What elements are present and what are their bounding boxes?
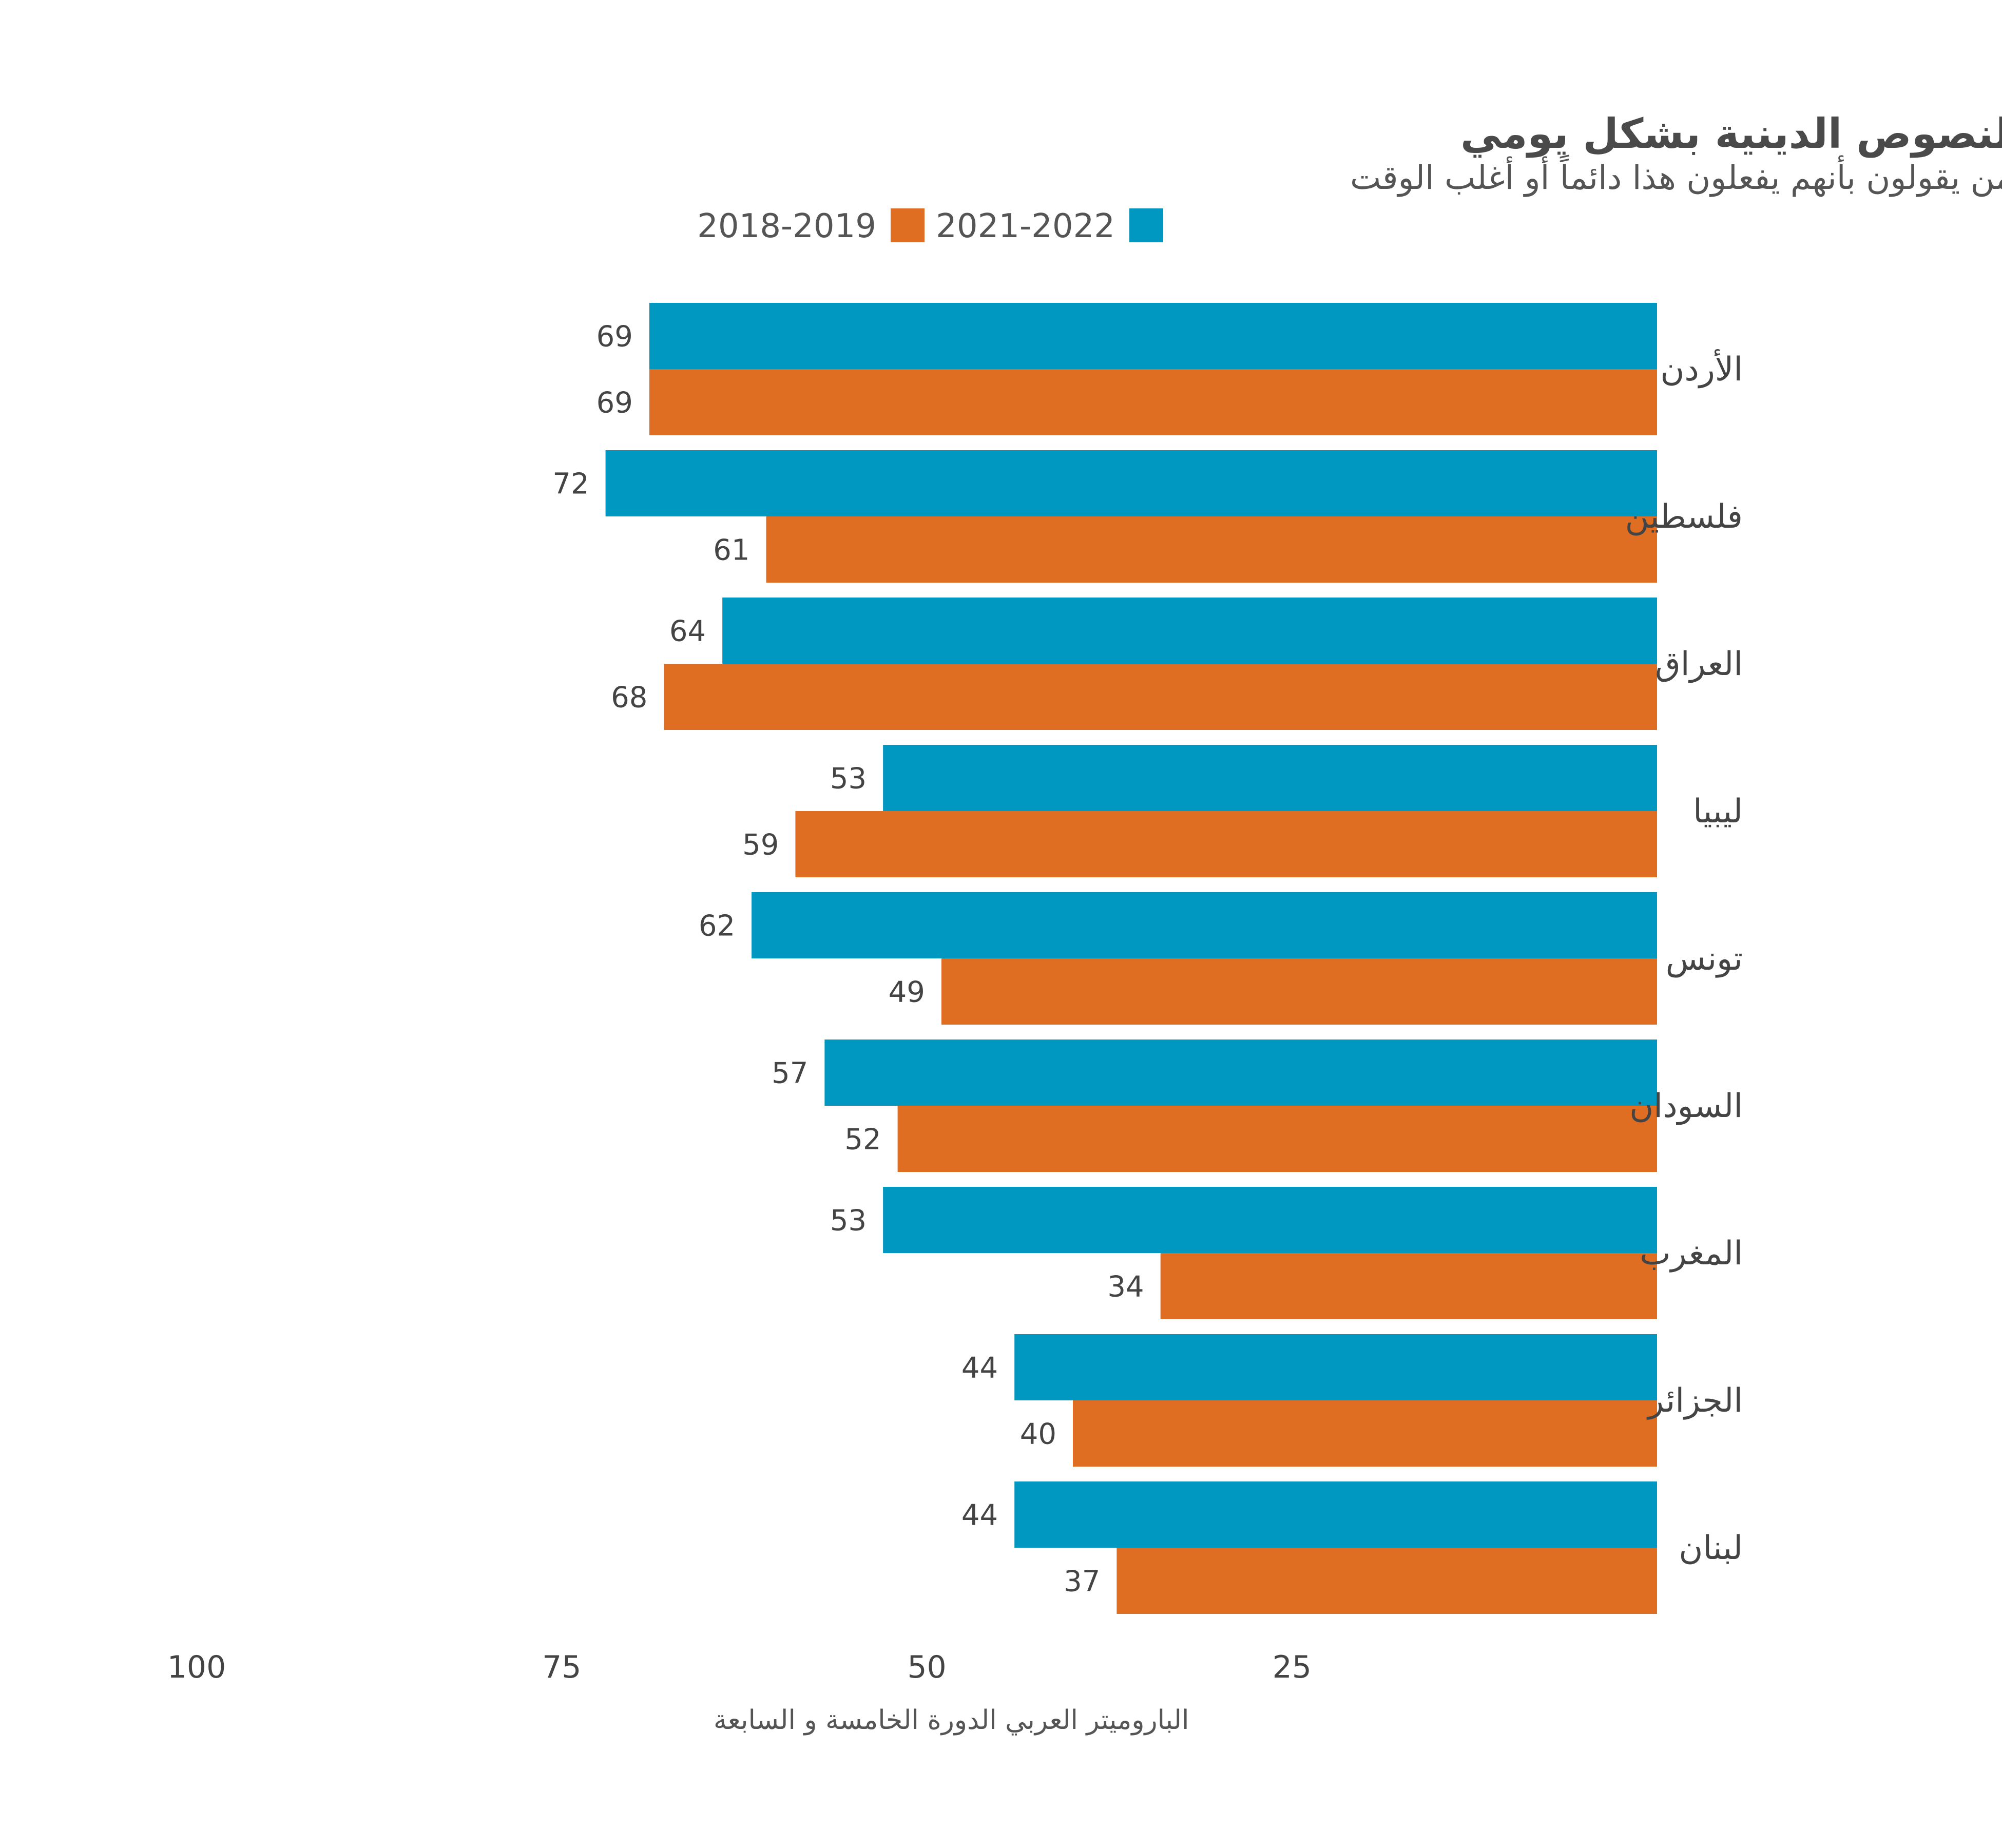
bar-2018-2019-2 [766,516,1657,583]
value-label-2018-2019-9: 37 [1064,1565,1100,1599]
value-label-2021-2022-5: 62 [699,910,735,943]
category-label-8: الجزائر [1646,1382,1743,1420]
value-label-2018-2019-5: 49 [889,976,925,1009]
x-tick-label-100: 100 [167,1649,226,1685]
bar-2018-2019-4 [795,811,1657,877]
value-label-2018-2019-7: 34 [1107,1270,1144,1304]
category-label-1: الأردن [1660,349,1743,389]
legend-label-2018-2019: 2018-2019 [697,207,876,245]
bar-2021-2022-7 [883,1187,1657,1253]
chart-subtitle: من يقولون بأنهم يفعلون هذا دائماً أو أغل… [1350,155,2002,197]
x-axis-ticks: 100 75 50 25 [167,1649,1312,1685]
category-label-7: المغرب [1640,1235,1743,1273]
bar-2018-2019-1 [649,369,1657,435]
x-tick-label-25: 25 [1273,1649,1312,1685]
bar-2021-2022-9 [1014,1481,1657,1548]
bar-2018-2019-9 [1116,1548,1657,1614]
legend-label-2021-2022: 2021-2022 [936,207,1115,245]
value-label-2021-2022-9: 44 [961,1499,998,1532]
x-tick-label-75: 75 [542,1649,581,1685]
bar-2021-2022-1 [649,303,1657,369]
value-label-2018-2019-6: 52 [844,1123,881,1157]
bar-2021-2022-4 [883,745,1657,811]
bar-2021-2022-8 [1014,1334,1657,1400]
value-label-2018-2019-1: 69 [596,387,633,420]
category-label-9: لبنان [1679,1529,1743,1567]
category-label-4: ليبيا [1693,793,1743,831]
bar-2021-2022-3 [722,598,1657,664]
chart-title: الاطلاع أو الاستماع إلى النصوص الدينية ب… [1460,107,2002,158]
legend-swatch-2021-2022 [1129,208,1163,242]
source-note: الباروميتر العربي الدورة الخامسة و الساب… [714,1705,1189,1736]
bar-2018-2019-7 [1160,1253,1657,1319]
category-label-3: العراق [1655,645,1743,683]
value-label-2018-2019-4: 59 [742,829,779,862]
value-label-2021-2022-4: 53 [830,762,867,796]
bar-2018-2019-6 [897,1106,1657,1172]
legend-swatch-2018-2019 [891,208,925,242]
value-label-2021-2022-3: 64 [669,615,706,648]
value-label-2021-2022-1: 69 [596,320,633,354]
legend: 2021-2022 2018-2019 [697,207,1163,245]
value-label-2018-2019-2: 61 [713,534,749,567]
value-label-2021-2022-6: 57 [772,1057,808,1090]
bar-2021-2022-5 [752,892,1657,958]
x-tick-label-50: 50 [907,1649,946,1685]
bar-2018-2019-8 [1073,1400,1657,1467]
bar-2018-2019-5 [941,958,1657,1025]
value-label-2018-2019-3: 68 [611,681,647,715]
bar-2021-2022-2 [605,450,1657,516]
category-label-5: تونس [1666,940,1743,978]
value-label-2021-2022-2: 72 [552,468,589,501]
bar-2021-2022-6 [824,1040,1657,1106]
bar-2018-2019-3 [664,664,1657,730]
category-label-2: فلسطين [1625,498,1743,536]
value-label-2018-2019-8: 40 [1020,1418,1056,1451]
value-label-2021-2022-8: 44 [961,1352,998,1385]
category-label-6: السودان [1629,1087,1743,1125]
value-label-2021-2022-7: 53 [830,1204,867,1238]
bars: 69 69 الأردن 72 61 فلسطين 64 68 العراق 53 59 ليبيا 6… [552,303,1743,1614]
